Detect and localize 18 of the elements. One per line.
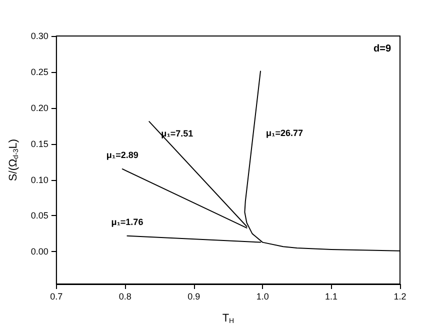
y-tick-label: 0.10 bbox=[30, 174, 48, 185]
x-tick-label: 0.9 bbox=[188, 292, 200, 302]
x-tick-label: 0.7 bbox=[50, 292, 63, 302]
x-tick-label: 1.1 bbox=[325, 292, 338, 302]
x-tick-label: 1.0 bbox=[256, 292, 269, 302]
annotation: d=9 bbox=[373, 44, 392, 54]
y-tick-label: 0.00 bbox=[30, 246, 48, 257]
y-tick-label: 0.30 bbox=[30, 31, 48, 41]
series-label: μ₁=7.51 bbox=[161, 128, 194, 139]
x-tick-label: 0.8 bbox=[118, 292, 132, 302]
y-tick-label: 0.05 bbox=[30, 210, 48, 221]
series-label: μ₁=2.89 bbox=[106, 150, 138, 160]
series-label: μ₁=1.76 bbox=[111, 216, 144, 227]
y-tick-label: 0.20 bbox=[30, 102, 48, 113]
series-label: μ₁=26.77 bbox=[266, 128, 304, 138]
y-tick-label: 0.15 bbox=[30, 138, 48, 149]
y-tick-label: 0.25 bbox=[30, 66, 48, 77]
x-tick-label: 1.2 bbox=[394, 292, 406, 302]
